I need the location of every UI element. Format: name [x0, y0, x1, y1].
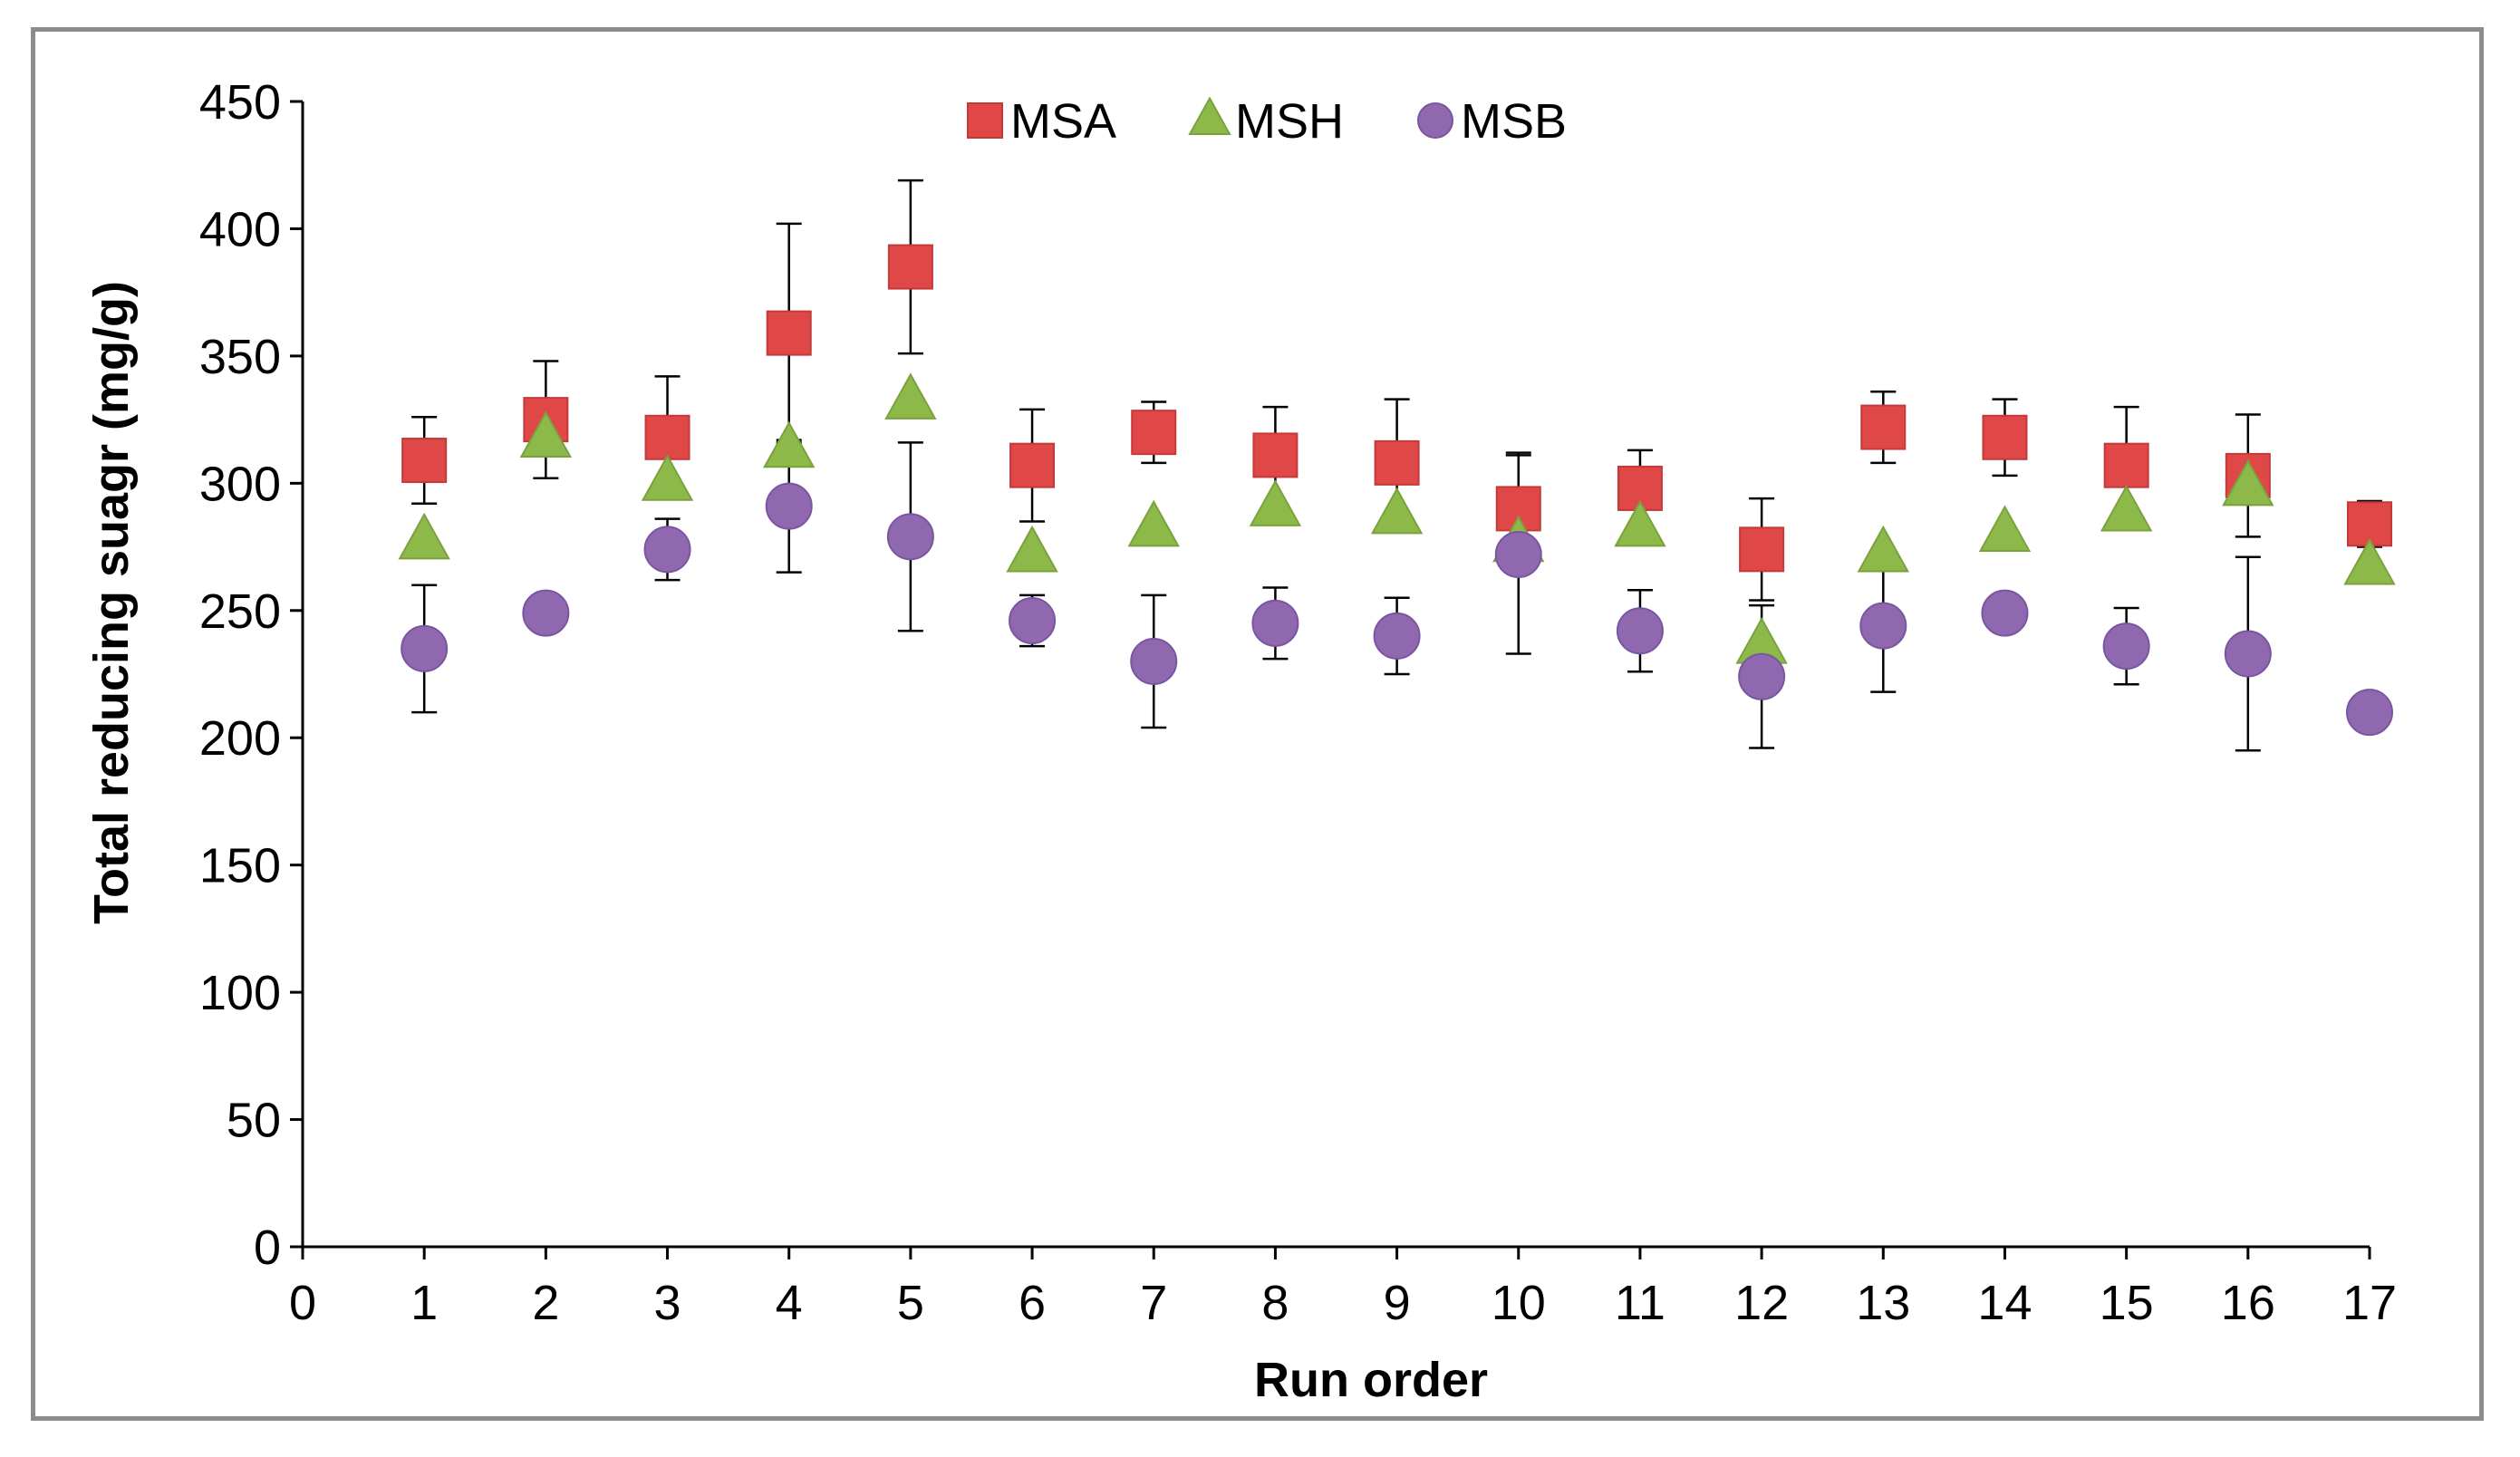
point-msb-run-4: [765, 482, 813, 530]
point-msa-run-14: [1982, 414, 2028, 460]
x-tick-label: 13: [1856, 1276, 1910, 1330]
y-tick-label: 300: [199, 457, 281, 511]
chart-frame: 0 50 100 150 200 250 300 350 400 450 0 1 2 3 4 5 6 7 8 9 10 1…: [31, 27, 2484, 1421]
point-msh-run-11: [1614, 499, 1666, 547]
point-msb-run-9: [1373, 612, 1421, 660]
point-msh-run-14: [1978, 505, 2032, 552]
point-msa-run-12: [1739, 526, 1785, 573]
point-msh-run-17: [2343, 537, 2396, 585]
x-axis-title: Run order: [1254, 1353, 1488, 1407]
legend-marker-msh: [1188, 96, 1231, 136]
point-msh-run-9: [1370, 487, 1424, 535]
y-tick-label: 100: [199, 966, 281, 1020]
point-msa-run-5: [887, 244, 933, 290]
x-tick-label: 16: [2221, 1276, 2275, 1330]
point-msh-run-6: [1006, 525, 1058, 573]
x-tick-label: 2: [532, 1276, 559, 1330]
y-tick-label: 400: [199, 202, 281, 256]
legend: MSA MSH MSB: [967, 94, 1567, 149]
point-msa-run-8: [1252, 432, 1299, 478]
point-msb-run-8: [1251, 599, 1299, 647]
point-msh-run-16: [2222, 458, 2274, 507]
x-tick-label: 5: [897, 1276, 924, 1330]
point-msb-run-16: [2224, 630, 2272, 678]
point-msb-run-13: [1859, 602, 1907, 650]
x-tick-label: 8: [1261, 1276, 1289, 1330]
point-msb-run-5: [886, 513, 934, 561]
point-msa-run-4: [766, 310, 812, 356]
point-msh-run-3: [641, 454, 694, 501]
legend-label-msh: MSH: [1235, 94, 1344, 149]
point-msb-run-2: [522, 589, 570, 637]
x-tick-label: 15: [2100, 1276, 2154, 1330]
point-msb-run-14: [1981, 589, 2029, 637]
legend-label-msb: MSB: [1461, 94, 1567, 149]
point-msh-run-1: [398, 512, 450, 560]
point-msh-run-5: [884, 372, 937, 420]
point-msh-run-8: [1249, 479, 1302, 526]
point-msh-run-7: [1127, 499, 1180, 547]
x-tick-label: 6: [1019, 1276, 1046, 1330]
point-msa-run-9: [1374, 439, 1420, 486]
x-tick-label: 3: [654, 1276, 681, 1330]
x-tick-label: 14: [1977, 1276, 2032, 1330]
y-axis-title: Total reducing suagr (mg/g): [84, 281, 139, 924]
y-tick-label: 250: [199, 584, 281, 639]
point-msb-run-7: [1130, 637, 1178, 685]
point-msa-run-15: [2103, 442, 2149, 488]
x-tick-label: 10: [1492, 1276, 1546, 1330]
point-msb-run-3: [643, 526, 691, 574]
point-msh-run-15: [2100, 484, 2153, 532]
point-msb-run-1: [401, 624, 449, 672]
x-tick-label: 0: [289, 1276, 316, 1330]
x-tick-label: 11: [1615, 1276, 1666, 1330]
x-tick-label: 7: [1140, 1276, 1167, 1330]
point-msb-run-10: [1494, 530, 1542, 578]
legend-marker-msa: [967, 102, 1003, 139]
y-tick-label: 350: [199, 330, 281, 384]
point-msb-run-12: [1738, 652, 1786, 700]
point-msb-run-17: [2346, 689, 2393, 737]
y-tick-label: 450: [199, 75, 281, 130]
data-points: [398, 244, 2396, 737]
x-tick-label: 12: [1734, 1276, 1789, 1330]
x-tick-label: 1: [410, 1276, 438, 1330]
point-msa-run-3: [644, 414, 690, 460]
legend-label-msa: MSA: [1010, 94, 1116, 149]
point-msa-run-13: [1860, 404, 1907, 450]
y-tick-label: 150: [199, 839, 281, 893]
point-msb-run-6: [1009, 597, 1057, 645]
x-tick-label: 4: [776, 1276, 803, 1330]
point-msh-run-13: [1857, 525, 1909, 573]
y-tick-label: 50: [227, 1094, 281, 1148]
point-msb-run-11: [1616, 607, 1664, 655]
point-msa-run-1: [401, 438, 448, 484]
point-msh-run-4: [763, 420, 816, 468]
x-tick-label: 17: [2342, 1276, 2397, 1330]
legend-marker-msb: [1417, 102, 1453, 139]
point-msa-run-6: [1009, 442, 1056, 488]
point-msh-run-2: [519, 410, 573, 458]
y-tick-label: 200: [199, 711, 281, 766]
y-tick-label: 0: [254, 1221, 281, 1275]
point-msb-run-15: [2102, 622, 2150, 671]
point-msa-run-7: [1131, 410, 1177, 456]
x-tick-label: 9: [1384, 1276, 1411, 1330]
